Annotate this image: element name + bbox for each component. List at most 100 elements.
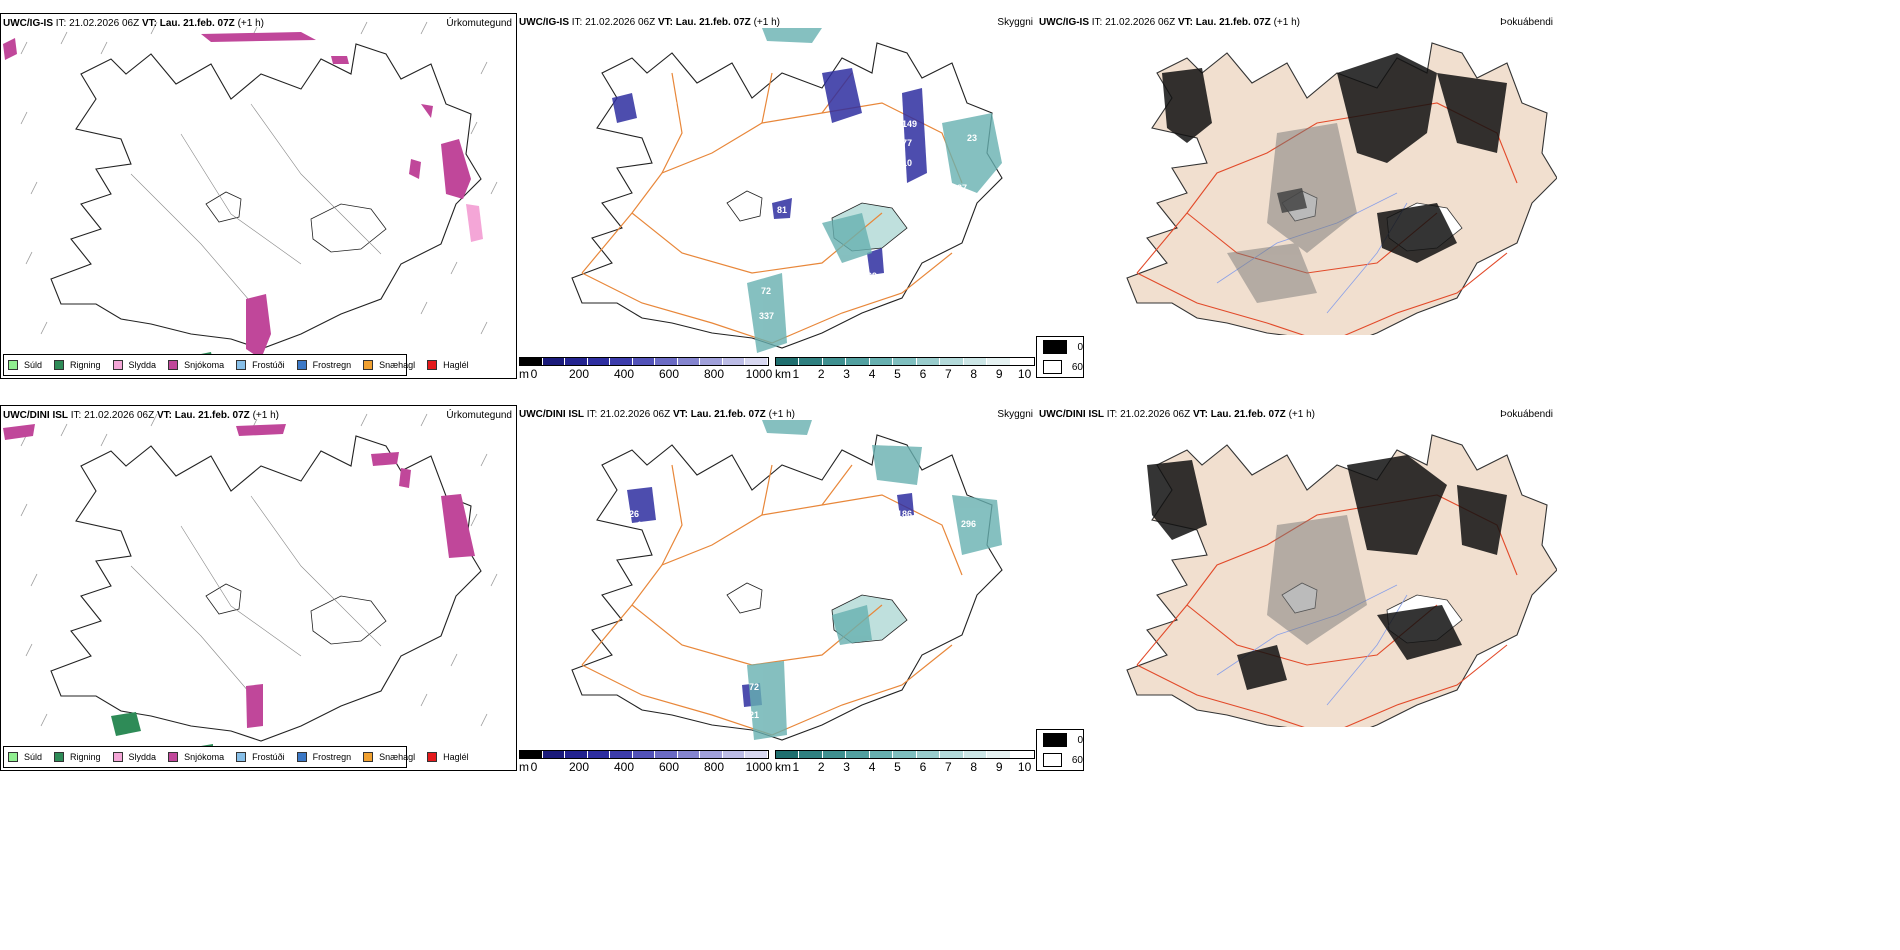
precip-legend-item: Snjókoma [168, 752, 224, 762]
legend-label: Frostregn [312, 360, 352, 370]
elevation-colorbar-ticks: 0 200 400 600 800 1000 [519, 366, 773, 381]
value-label: 23 [967, 133, 978, 143]
colorbar-block [776, 358, 800, 365]
value-label: 22 [937, 160, 948, 170]
panel-title-visibility-row2: Skyggni [997, 409, 1033, 420]
value-label: 1092 [637, 520, 658, 530]
legend-label: Súld [24, 360, 43, 370]
value-label: 27 [957, 183, 968, 193]
colorbar-tick: 7 [944, 367, 952, 381]
legend-label: Frostúði [252, 360, 285, 370]
elevation-fog-row1 [612, 68, 927, 275]
colorbar-tick: 800 [703, 760, 725, 774]
visibility-map-row2 [571, 420, 1003, 741]
colorbar-block [940, 751, 964, 758]
colorbar-tick: 3 [843, 760, 850, 774]
fog-legend-item: 0 [1037, 337, 1083, 357]
legend-swatch [236, 752, 247, 762]
colorbar-tick: 10 [1017, 367, 1032, 381]
fog-legend-swatch [1043, 340, 1068, 354]
colorbar-block [565, 358, 588, 365]
legend-swatch [8, 752, 18, 762]
colorbar-tick: 5 [894, 760, 901, 774]
colorbar-block [916, 358, 941, 365]
colorbar-block [799, 358, 823, 365]
fog-legend-row1: 0 60 [1036, 336, 1084, 378]
legend-label: Snjókoma [184, 360, 225, 370]
fog-legend-swatch [1043, 733, 1068, 747]
panel-title-precip-row2: Úrkomutegund [446, 410, 512, 421]
colorbar-block [632, 358, 656, 365]
colorbar-tick: 1 [792, 367, 800, 381]
sleet-area-row1 [466, 204, 483, 242]
colorbar-tick: 600 [658, 760, 680, 774]
colorbar-block [822, 751, 847, 758]
fog-dark-areas-row1 [1162, 53, 1507, 263]
value-label: 81 [777, 205, 788, 215]
colorbar-block [542, 751, 566, 758]
colorbar-block [700, 751, 723, 758]
elevation-colorbar-blocks [519, 357, 769, 366]
colorbar-block [565, 751, 588, 758]
legend-label: Snæhagl [379, 360, 416, 370]
legend-label: Slydda [128, 360, 157, 370]
precip-legend-row1: Súld Rigning Slydda Snjókoma Frostúði Frostre… [3, 354, 469, 376]
precip-legend-item: Snæhagl [363, 752, 415, 762]
colorbar-tick: 7 [944, 760, 952, 774]
precip-legend-item: Frostregn [296, 360, 352, 370]
precip-map-row1 [3, 21, 498, 364]
value-label: 296 [961, 519, 977, 529]
colorbar-tick: 1000 [745, 367, 773, 381]
precip-legend-item: Frostúði [236, 360, 285, 370]
fog-legend-item: 0 [1037, 730, 1083, 750]
precip-legend-item: Rigning [54, 752, 101, 762]
value-label: 41 [637, 113, 648, 123]
colorbar-tick: 600 [658, 367, 680, 381]
fog-panel-row2: UWC/DINI ISL IT: 21.02.2026 06Z VT: Lau.… [1037, 405, 1557, 727]
colorbar-block [722, 358, 746, 365]
colorbar-block [587, 358, 611, 365]
legend-label: Snjókoma [184, 752, 225, 762]
panel-title-fog-row2: Þokuábendi [1500, 409, 1553, 420]
colorbar-tick: 4 [868, 367, 876, 381]
elevation-colorbar-row2: 0 200 400 600 800 1000 m [519, 750, 772, 774]
colorbar-block [587, 751, 611, 758]
colorbar-tick: 6 [919, 760, 927, 774]
colorbar-block [822, 358, 847, 365]
value-label: 97 [667, 101, 678, 111]
value-label: 77 [902, 138, 913, 148]
visibility-colorbar-row1: 1 2 3 4 5 6 7 8 9 10 km [775, 357, 1035, 381]
colorbar-block [987, 751, 1011, 758]
legend-label: Frostúði [252, 752, 285, 762]
value-label: 520 [919, 481, 935, 491]
fog-legend-swatch [1043, 360, 1062, 374]
panel-title-visibility-row1: Skyggni [997, 17, 1033, 28]
value-label: 72 [749, 682, 760, 692]
colorbar-block [520, 358, 543, 365]
colorbar-tick: 2 [817, 760, 825, 774]
colorbar-tick: 1000 [745, 760, 773, 774]
precip-legend-item: Frostregn [296, 752, 351, 762]
elevation-unit: m [519, 367, 529, 381]
colorbar-tick: 200 [568, 760, 590, 774]
visibility-colorbar-ticks: 1 2 3 4 5 6 7 8 9 10 [775, 366, 1035, 381]
fog-legend-label: 60 [1071, 754, 1083, 766]
fog-map-row2 [1126, 434, 1557, 727]
visibility-areas-row1 [747, 28, 1002, 353]
colorbar-tick: 800 [703, 367, 725, 381]
value-label: 45 [777, 603, 788, 613]
panel-header-precip-row1: UWC/IG-IS IT: 21.02.2026 06Z VT: Lau. 21… [3, 18, 264, 29]
legend-swatch [54, 360, 65, 370]
fog-panel-row1: UWC/IG-IS IT: 21.02.2026 06Z VT: Lau. 21… [1037, 13, 1557, 335]
panel-header-visibility-row2: UWC/DINI ISL IT: 21.02.2026 06Z VT: Lau.… [519, 409, 795, 420]
elevation-unit: m [519, 760, 529, 774]
colorbar-tick: 400 [613, 367, 635, 381]
precip-legend-item: Haglél [427, 752, 469, 762]
value-label: 72 [761, 286, 772, 296]
panel-title-fog-row1: Þokuábendi [1500, 17, 1553, 28]
legend-label: Haglél [443, 752, 469, 762]
colorbar-block [610, 358, 633, 365]
colorbar-block [987, 358, 1011, 365]
fog-legend-item: 60 [1037, 750, 1083, 770]
colorbar-tick: 8 [970, 367, 978, 381]
